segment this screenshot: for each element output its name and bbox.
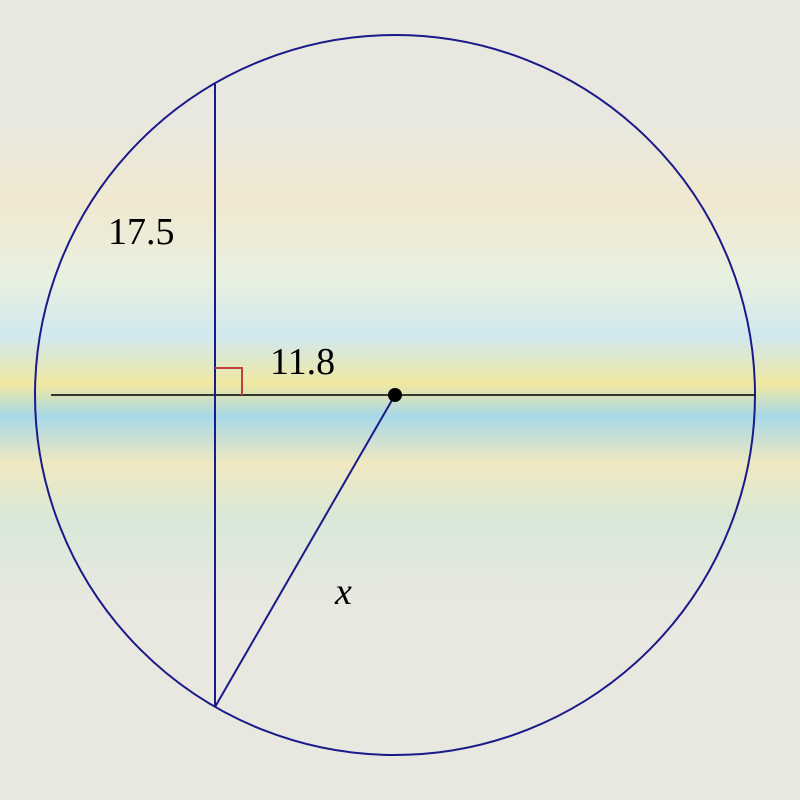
- diagram-svg: [0, 0, 800, 800]
- radius-line-x: [215, 395, 395, 707]
- right-angle-icon: [215, 368, 242, 395]
- label-11-8: 11.8: [270, 340, 335, 384]
- label-x: x: [335, 570, 352, 614]
- label-17-5: 17.5: [108, 210, 175, 254]
- center-point: [388, 388, 402, 402]
- geometry-diagram: 17.5 11.8 x: [0, 0, 800, 800]
